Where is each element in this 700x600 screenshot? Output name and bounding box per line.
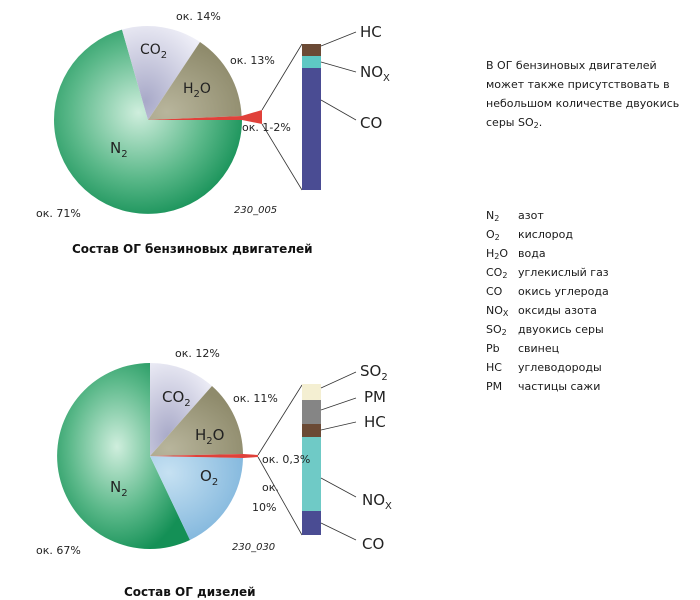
gasoline-bar-co-leader — [320, 99, 357, 121]
gasoline-title: Состав ОГ бензиновых двигателей — [72, 242, 313, 256]
legend-description: углеводороды — [518, 361, 602, 374]
diesel-slice-co2 — [150, 362, 212, 456]
diesel-bar-nox — [302, 437, 321, 511]
legend-symbol: O2 — [486, 228, 500, 242]
diesel-title: Состав ОГ дизелей — [124, 585, 256, 599]
diesel-leader-bottom — [257, 456, 303, 536]
gasoline-label-co2: CO2 — [140, 42, 167, 61]
legend-symbol: N2 — [486, 209, 500, 223]
diesel-bar-nox-leader — [320, 477, 357, 498]
gasoline-bar-label-co: CO — [360, 114, 382, 132]
diesel-bar-pm — [302, 400, 321, 424]
legend-symbol: PM — [486, 380, 503, 393]
gasoline-bar-co — [302, 68, 321, 190]
legend-symbol: CO — [486, 285, 503, 298]
diesel-leader-top — [257, 384, 303, 456]
gasoline-slice-h2o — [148, 42, 242, 120]
legend-symbol: Pb — [486, 342, 500, 355]
diesel-bar-hc-leader — [320, 421, 357, 431]
gasoline-bar-nox-leader — [320, 61, 357, 73]
diesel-pct-toxic: ок. 0,3% — [262, 453, 310, 466]
sulfur-note-text: В ОГ бензиновых двигателей может также п… — [486, 59, 680, 129]
gasoline-pct-co2: ок. 14% — [176, 10, 221, 23]
diesel-bar-label-so2: SO2 — [360, 362, 388, 383]
legend-description: свинец — [518, 342, 560, 355]
gasoline-slice-toxic — [148, 110, 262, 124]
legend-symbol: CO2 — [486, 266, 508, 280]
diesel-bar-so2 — [302, 384, 321, 400]
legend-row: N2 азот — [486, 206, 609, 225]
legend-description: кислород — [518, 228, 573, 241]
legend-row: SO2 двуокись серы — [486, 320, 609, 339]
diesel-bar-label-nox: NOX — [362, 491, 392, 512]
sulfur-note-end: . — [538, 116, 543, 129]
diesel-slice-o2 — [150, 456, 243, 540]
legend-row: Pb свинец — [486, 339, 609, 358]
legend-row: PM частицы сажи — [486, 377, 609, 396]
gasoline-bar-hc-leader — [320, 31, 357, 47]
legend-description: азот — [518, 209, 544, 222]
diesel-bar-label-pm: PM — [364, 388, 386, 406]
legend-symbol: H2O — [486, 247, 509, 261]
gasoline-slice-co2 — [122, 26, 200, 120]
diesel-pct-o2-a: ок. — [262, 481, 279, 494]
diesel-bar-co-leader — [320, 522, 357, 541]
diesel-bar-hc — [302, 424, 321, 437]
legend-row: O2 кислород — [486, 225, 609, 244]
diesel-slice-toxic — [150, 454, 258, 458]
legend-description: вода — [518, 247, 546, 260]
legend-description: углекислый газ — [518, 266, 609, 279]
diesel-label-h2o: H2O — [195, 426, 224, 447]
diesel-bar-co — [302, 511, 321, 535]
legend-row: CO2 углекислый газ — [486, 263, 609, 282]
diesel-pie — [57, 362, 258, 549]
legend-description: двуокись серы — [518, 323, 604, 336]
gasoline-code: 230_005 — [234, 205, 277, 216]
diesel-bar-pm-leader — [320, 397, 357, 411]
formula-legend: N2 азот O2 кислород H2O вода CO2 углекислый газ… — [486, 206, 609, 396]
legend-row: H2O вода — [486, 244, 609, 263]
diesel-label-co2: CO2 — [162, 388, 191, 409]
gasoline-leader-top — [261, 43, 303, 111]
diesel-bar-label-co: CO — [362, 535, 384, 553]
gasoline-label-h2o: H2O — [183, 81, 211, 100]
diesel-code: 230_030 — [232, 542, 275, 553]
legend-row: HC углеводороды — [486, 358, 609, 377]
gasoline-breakdown-bar — [302, 31, 357, 190]
gasoline-pct-h2o: ок. 13% — [230, 54, 275, 67]
diesel-bar-so2-leader — [320, 371, 357, 389]
legend-description: окись углерода — [518, 285, 609, 298]
legend-description: частицы сажи — [518, 380, 601, 393]
sulfur-note-sub: 2 — [533, 121, 539, 130]
diesel-breakdown-bar — [302, 371, 357, 541]
gasoline-bar-nox — [302, 56, 321, 68]
legend-symbol: HC — [486, 361, 502, 374]
diesel-pct-n2: ок. 67% — [36, 544, 81, 557]
legend-row: NOX оксиды азота — [486, 301, 609, 320]
gasoline-slice-n2 — [54, 29, 243, 214]
gasoline-bar-hc — [302, 44, 321, 56]
legend-symbol: NOX — [486, 304, 509, 318]
diesel-pct-o2-b: 10% — [252, 501, 276, 514]
diesel-pct-h2o: ок. 11% — [233, 392, 278, 405]
legend-row: CO окись углерода — [486, 282, 609, 301]
diesel-slice-h2o — [150, 386, 243, 456]
gasoline-leader-bottom — [261, 123, 303, 191]
gasoline-pct-toxic: ок. 1-2% — [242, 121, 291, 134]
gasoline-bar-label-nox: NOX — [360, 63, 390, 84]
legend-description: оксиды азота — [518, 304, 597, 317]
gasoline-bar-label-hc: HC — [360, 23, 382, 41]
diesel-bar-label-hc: HC — [364, 413, 386, 431]
gasoline-pie — [54, 26, 262, 214]
sulfur-note: В ОГ бензиновых двигателей может также п… — [486, 56, 686, 132]
gasoline-pct-n2: ок. 71% — [36, 207, 81, 220]
diesel-slice-n2 — [57, 363, 190, 549]
diesel-pct-co2: ок. 12% — [175, 347, 220, 360]
legend-symbol: SO2 — [486, 323, 507, 337]
